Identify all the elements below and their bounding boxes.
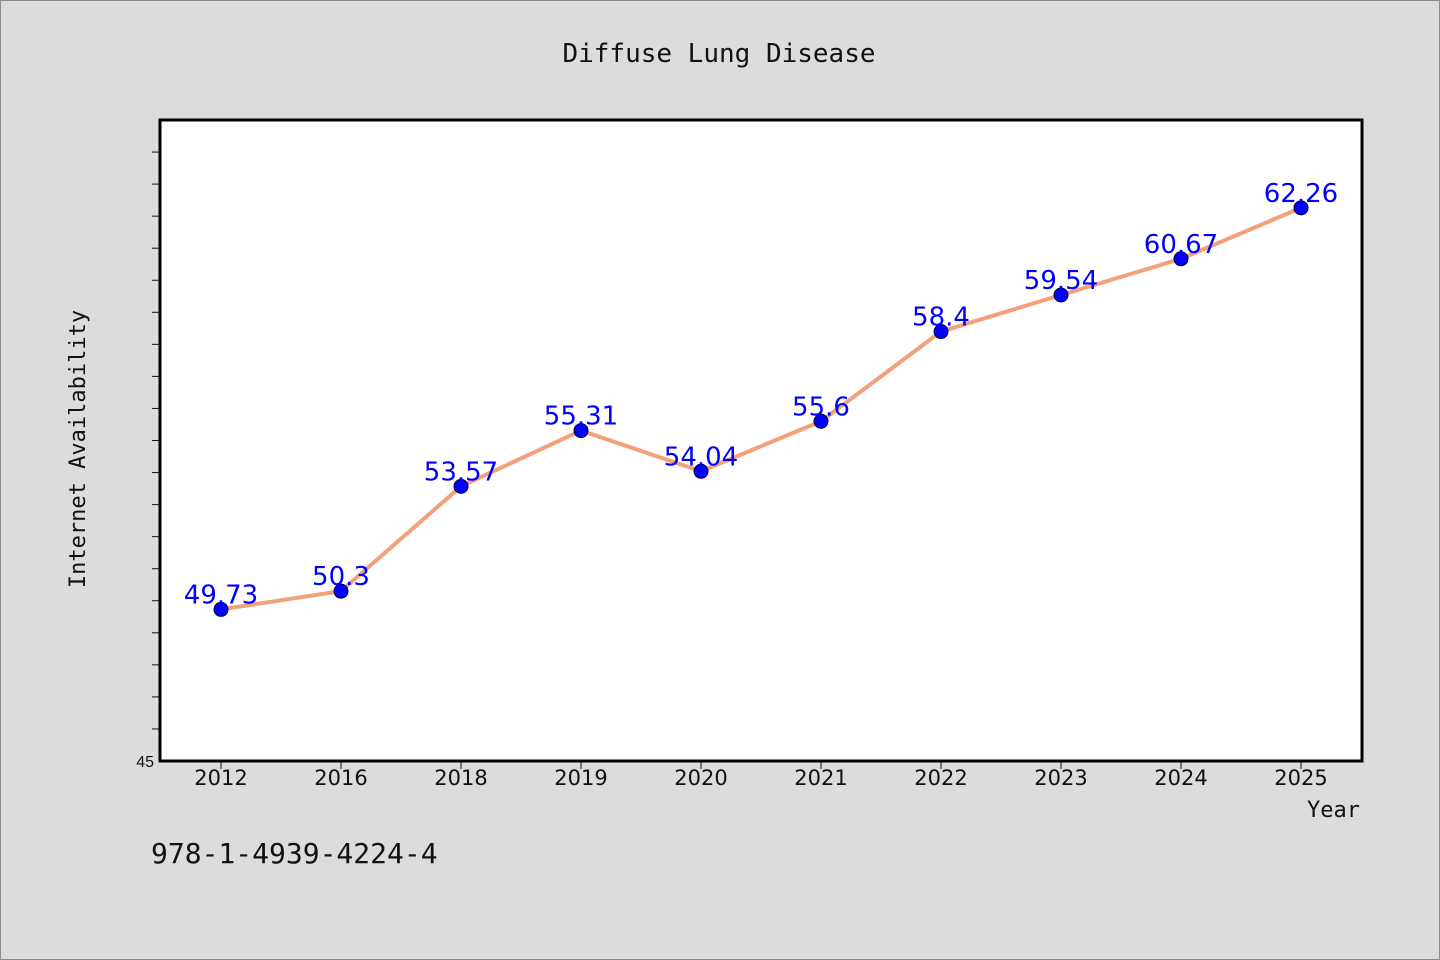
y-axis-label: Internet Availability	[66, 310, 91, 588]
plot-border	[158, 118, 1364, 763]
data-label: 59.54	[1024, 266, 1098, 296]
data-point	[1053, 287, 1069, 303]
plot-area	[158, 118, 1364, 763]
data-point	[1173, 251, 1189, 267]
series-line-layer	[220, 205, 1302, 612]
series-line	[220, 205, 1302, 612]
data-label: 55.31	[544, 402, 618, 432]
isbn-annotation: 978-1-4939-4224-4	[151, 837, 438, 870]
data-point	[213, 601, 229, 617]
y-tick-label: 45	[136, 754, 154, 771]
x-axis-label: Year	[1307, 798, 1360, 823]
x-tick-label: 2025	[1274, 766, 1327, 790]
data-label: 58.4	[912, 303, 970, 333]
data-point	[933, 324, 949, 340]
data-point	[813, 413, 829, 429]
data-label: 53.57	[424, 457, 498, 487]
data-label: 49.73	[184, 580, 258, 610]
data-labels: 49.73 50.3 53.57 55.31 54.04 55.6 58.4 59.54 60.…	[184, 179, 1338, 611]
data-point	[693, 463, 709, 479]
x-tick-label: 2018	[434, 766, 487, 790]
data-point	[453, 478, 469, 494]
x-tick-label: 2016	[314, 766, 367, 790]
chart-title: Diffuse Lung Disease	[562, 39, 875, 69]
x-tick-label: 2022	[914, 766, 967, 790]
data-label: 54.04	[664, 442, 738, 472]
data-label: 60.67	[1144, 230, 1218, 260]
x-tick-label: 2019	[554, 766, 607, 790]
data-point	[333, 583, 349, 599]
x-tick-label: 2020	[674, 766, 727, 790]
data-markers	[213, 200, 1309, 617]
data-label: 50.3	[312, 562, 370, 592]
x-tick-label: 2023	[1034, 766, 1087, 790]
data-point	[1293, 200, 1309, 216]
data-label: 62.26	[1264, 179, 1338, 209]
x-tick-labels: 2012 2016 2018 2019 2020 2021 2022 2023 2024 2025	[194, 766, 1327, 790]
data-label: 55.6	[792, 392, 850, 422]
x-tick-label: 2012	[194, 766, 247, 790]
data-point	[573, 423, 589, 439]
x-tick-label: 2021	[794, 766, 847, 790]
x-tick-label: 2024	[1154, 766, 1207, 790]
